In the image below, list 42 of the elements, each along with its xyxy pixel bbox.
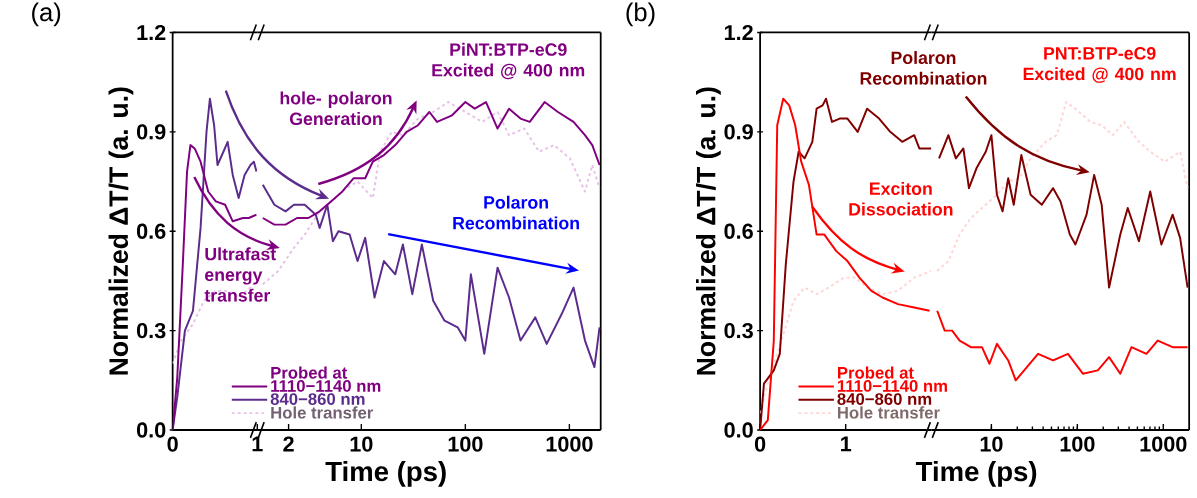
x-tick-label: 2 xyxy=(283,436,294,452)
legend-title: Probed at xyxy=(271,366,348,379)
annotation: Polaron Recombination xyxy=(860,51,987,85)
annotation: Exciton Dissociation xyxy=(849,181,953,216)
x-tick-label: 0 xyxy=(754,436,766,452)
legend-label: Hole transfer xyxy=(271,406,374,419)
x-axis-title: Time (ps) xyxy=(325,461,446,487)
annotation: Ultrafast energy transfer xyxy=(204,247,276,302)
y-axis-title: Normalized ΔT/T (a. u.) xyxy=(108,87,134,375)
y-tick-label: 0.9 xyxy=(136,124,166,140)
x-tick-label: 1 xyxy=(252,436,263,452)
legend-label: 840−860 nm xyxy=(837,393,932,406)
chart-title: (b) xyxy=(626,2,655,27)
y-tick-label: 0.3 xyxy=(724,322,753,339)
annotation: PNT:BTP-eC9 Excited @ 400 nm xyxy=(1023,47,1176,83)
y-tick-label: 0.3 xyxy=(136,322,166,339)
y-tick-label: 0.6 xyxy=(724,223,753,239)
x-tick-label: 0 xyxy=(167,436,178,452)
x-tick-label: 10 xyxy=(980,436,1003,452)
x-tick-label: 1000 xyxy=(546,436,593,452)
annotation: PiNT:BTP-eC9 Excited @ 400 nm xyxy=(432,42,585,80)
legend-label: 1110−1140 nm xyxy=(271,380,381,392)
x-tick-label: 100 xyxy=(1060,436,1095,452)
y-tick-label: 0.0 xyxy=(724,422,753,438)
annotation: hole- polaron Generation xyxy=(280,91,392,126)
y-tick-label: 1.2 xyxy=(137,24,166,41)
y-axis-title: Normalized ΔT/T (a. u.) xyxy=(695,87,721,375)
x-tick-label: 1000 xyxy=(1140,436,1187,452)
legend-label: Hole transfer xyxy=(837,406,940,419)
legend-title: Probed at xyxy=(837,366,914,379)
x-tick-label: 100 xyxy=(448,436,483,452)
y-tick-label: 0.9 xyxy=(724,124,753,140)
y-tick-label: 0.0 xyxy=(136,422,166,438)
y-tick-label: 1.2 xyxy=(724,24,753,41)
legend-label: 1110−1140 nm xyxy=(837,380,947,392)
chart-title: (a) xyxy=(32,2,61,27)
x-tick-label: 1 xyxy=(841,436,852,452)
legend-label: 840−860 nm xyxy=(270,393,365,406)
y-tick-label: 0.6 xyxy=(136,223,166,239)
annotation: Polaron Recombination xyxy=(453,195,579,230)
x-tick-label: 10 xyxy=(350,436,373,452)
x-axis-title: Time (ps) xyxy=(915,461,1037,487)
